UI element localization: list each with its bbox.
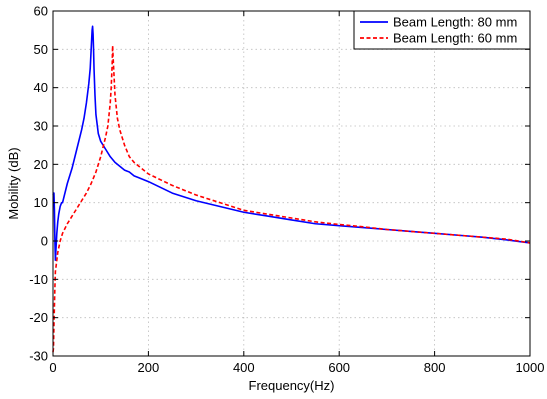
y-tick-label: 40 [34,80,48,95]
legend: Beam Length: 80 mm Beam Length: 60 mm [353,10,531,50]
ticks: 0 200 400 600 800 1000 -30 -20 -10 0 10 20 30 40 50 60 [29,4,544,376]
x-tick-label: 1000 [516,360,545,375]
y-tick-label: 20 [34,157,48,172]
x-tick-label: 400 [233,360,255,375]
x-tick-label: 0 [49,360,56,375]
y-tick-label: -10 [29,272,48,287]
legend-box [353,10,531,50]
x-tick-label: 200 [138,360,160,375]
plot-frame [52,10,531,357]
y-tick-label: 50 [34,42,48,57]
y-tick-label: 30 [34,119,48,134]
y-tick-label: -30 [29,349,48,364]
y-axis-title: Mobility (dB) [6,147,21,219]
y-tick-label: 10 [34,195,48,210]
legend-label-series-80mm: Beam Length: 80 mm [393,15,517,30]
legend-label-series-60mm: Beam Length: 60 mm [393,31,517,46]
y-tick-label: -20 [29,310,48,325]
grid [53,11,530,356]
series-line-1 [52,44,531,353]
y-tick-label: 60 [34,4,48,19]
series-line-0 [52,25,531,261]
x-axis-title: Frequency(Hz) [249,378,335,393]
series-layer [52,25,531,353]
y-tick-label: 0 [41,234,48,249]
x-tick-label: 800 [424,360,446,375]
x-tick-label: 600 [328,360,350,375]
